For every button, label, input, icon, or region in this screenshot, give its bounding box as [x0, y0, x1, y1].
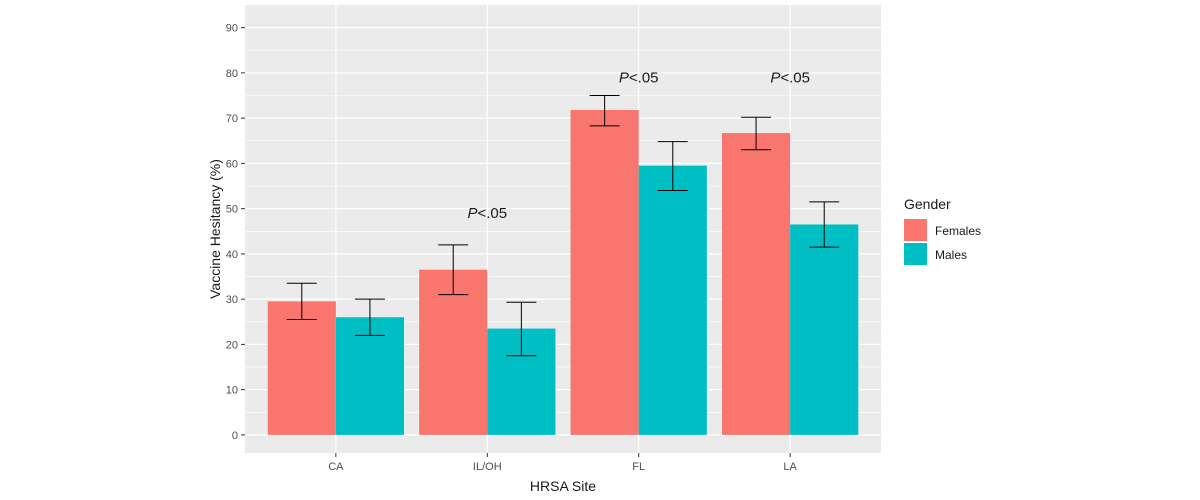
y-tick-label: 40 — [226, 249, 238, 261]
p-value-annotation: P<.05 — [770, 69, 810, 86]
legend-key-males — [904, 243, 927, 265]
p-value-annotation: P<.05 — [619, 69, 659, 86]
y-axis: 0 10 20 30 40 50 60 70 80 90 — [226, 23, 245, 442]
y-axis-title: Vaccine Hesitancy (%) — [207, 159, 223, 299]
bar-females-ca — [267, 301, 336, 435]
error-bar — [286, 282, 317, 321]
x-tick-label: CA — [328, 461, 344, 473]
x-tick-label: FL — [632, 461, 645, 473]
y-tick-label: 60 — [226, 158, 238, 170]
legend-label-males: Males — [935, 248, 967, 262]
x-tick-label: LA — [783, 461, 797, 473]
bar-females-fl — [570, 109, 639, 435]
y-tick-label: 30 — [226, 294, 238, 306]
legend: Gender Females Males — [904, 196, 981, 265]
x-axis-title: HRSA Site — [530, 478, 596, 494]
y-tick-label: 80 — [226, 68, 238, 80]
error-bars — [286, 95, 840, 357]
y-tick-label: 50 — [226, 204, 238, 216]
p-value-annotation: P<.05 — [467, 205, 507, 222]
error-bar — [354, 298, 385, 336]
error-bar — [589, 95, 620, 127]
annotations: P<.05 P<.05 P<.05 — [467, 69, 809, 222]
error-bar — [438, 244, 469, 296]
y-tick-label: 0 — [232, 430, 238, 442]
legend-label-females: Females — [935, 224, 981, 238]
bar-males-fl — [638, 165, 707, 435]
error-bar — [809, 201, 840, 248]
bar-females-la — [722, 133, 791, 435]
legend-key-females — [904, 219, 927, 241]
error-bar — [741, 116, 772, 151]
legend-title: Gender — [904, 196, 951, 212]
error-bar — [506, 301, 537, 357]
y-tick-label: 10 — [226, 385, 238, 397]
y-tick-label: 90 — [226, 23, 238, 35]
y-tick-label: 70 — [226, 113, 238, 125]
bar-males-ca — [335, 317, 404, 435]
x-tick-label: IL/OH — [473, 461, 502, 473]
x-axis: CA IL/OH FL LA — [328, 453, 798, 473]
y-tick-label: 20 — [226, 339, 238, 351]
bars — [267, 109, 859, 435]
bar-females-iloh — [419, 269, 488, 435]
bar-males-la — [790, 224, 859, 435]
error-bar — [657, 141, 688, 192]
